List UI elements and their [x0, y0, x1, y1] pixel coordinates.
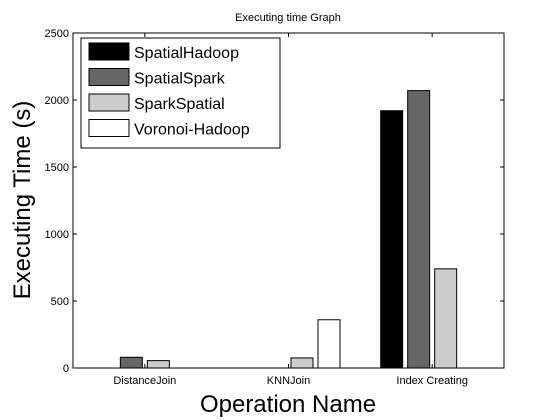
x-axis-title: Operation Name: [200, 391, 376, 418]
legend-swatch: [88, 119, 130, 137]
legend-label: SpatialSpark: [134, 71, 226, 88]
y-tick-label: 2500: [45, 28, 69, 40]
bar-spatialspark-0: [119, 356, 143, 369]
bar-voronoi-hadoop-1: [317, 319, 341, 369]
bar-spatialspark-2: [407, 90, 431, 369]
bar-sparkspatial-2: [434, 268, 458, 369]
y-axis-ticks: 0 500 1000 1500 2000 2500: [45, 28, 504, 375]
bar-sparkspatial-0: [146, 360, 170, 369]
x-tick-label: Index Creating: [396, 375, 468, 387]
y-axis-title: Executing Time (s): [9, 101, 36, 300]
chart-title: Executing time Graph: [235, 12, 341, 24]
bar-sparkspatial-1: [290, 357, 314, 369]
y-tick-label: 1000: [45, 229, 69, 241]
bars-group: [119, 90, 458, 369]
y-tick-label: 2000: [45, 95, 69, 107]
x-tick-label: KNNJoin: [267, 375, 310, 387]
legend: SpatialHadoop SpatialSpark SparkSpatial Vor…: [80, 37, 281, 149]
y-tick-label: 500: [51, 296, 69, 308]
legend-swatch: [88, 42, 130, 61]
legend-label: Voronoi-Hadoop: [134, 122, 250, 139]
y-tick-label: 1500: [45, 162, 69, 174]
legend-swatch: [88, 68, 130, 86]
legend-swatch: [88, 93, 130, 112]
x-tick-label: DistanceJoin: [113, 375, 176, 387]
legend-label: SparkSpatial: [134, 96, 225, 113]
x-axis-ticks: DistanceJoin KNNJoin Index Creating: [113, 33, 468, 387]
legend-label: SpatialHadoop: [134, 45, 239, 62]
y-tick-label: 0: [63, 363, 69, 375]
bar-spatialhadoop-2: [380, 110, 404, 369]
